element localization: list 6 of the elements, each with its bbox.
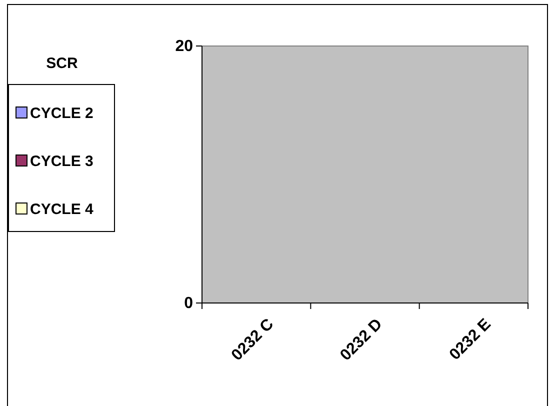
legend-label: CYCLE 4	[30, 201, 94, 218]
text: SCR	[46, 55, 78, 72]
legend-label: CYCLE 3	[30, 153, 94, 170]
legend-label: CYCLE 2	[30, 105, 94, 122]
y-tick-label: 20	[175, 38, 194, 56]
y-tick-label: 0	[184, 295, 194, 312]
